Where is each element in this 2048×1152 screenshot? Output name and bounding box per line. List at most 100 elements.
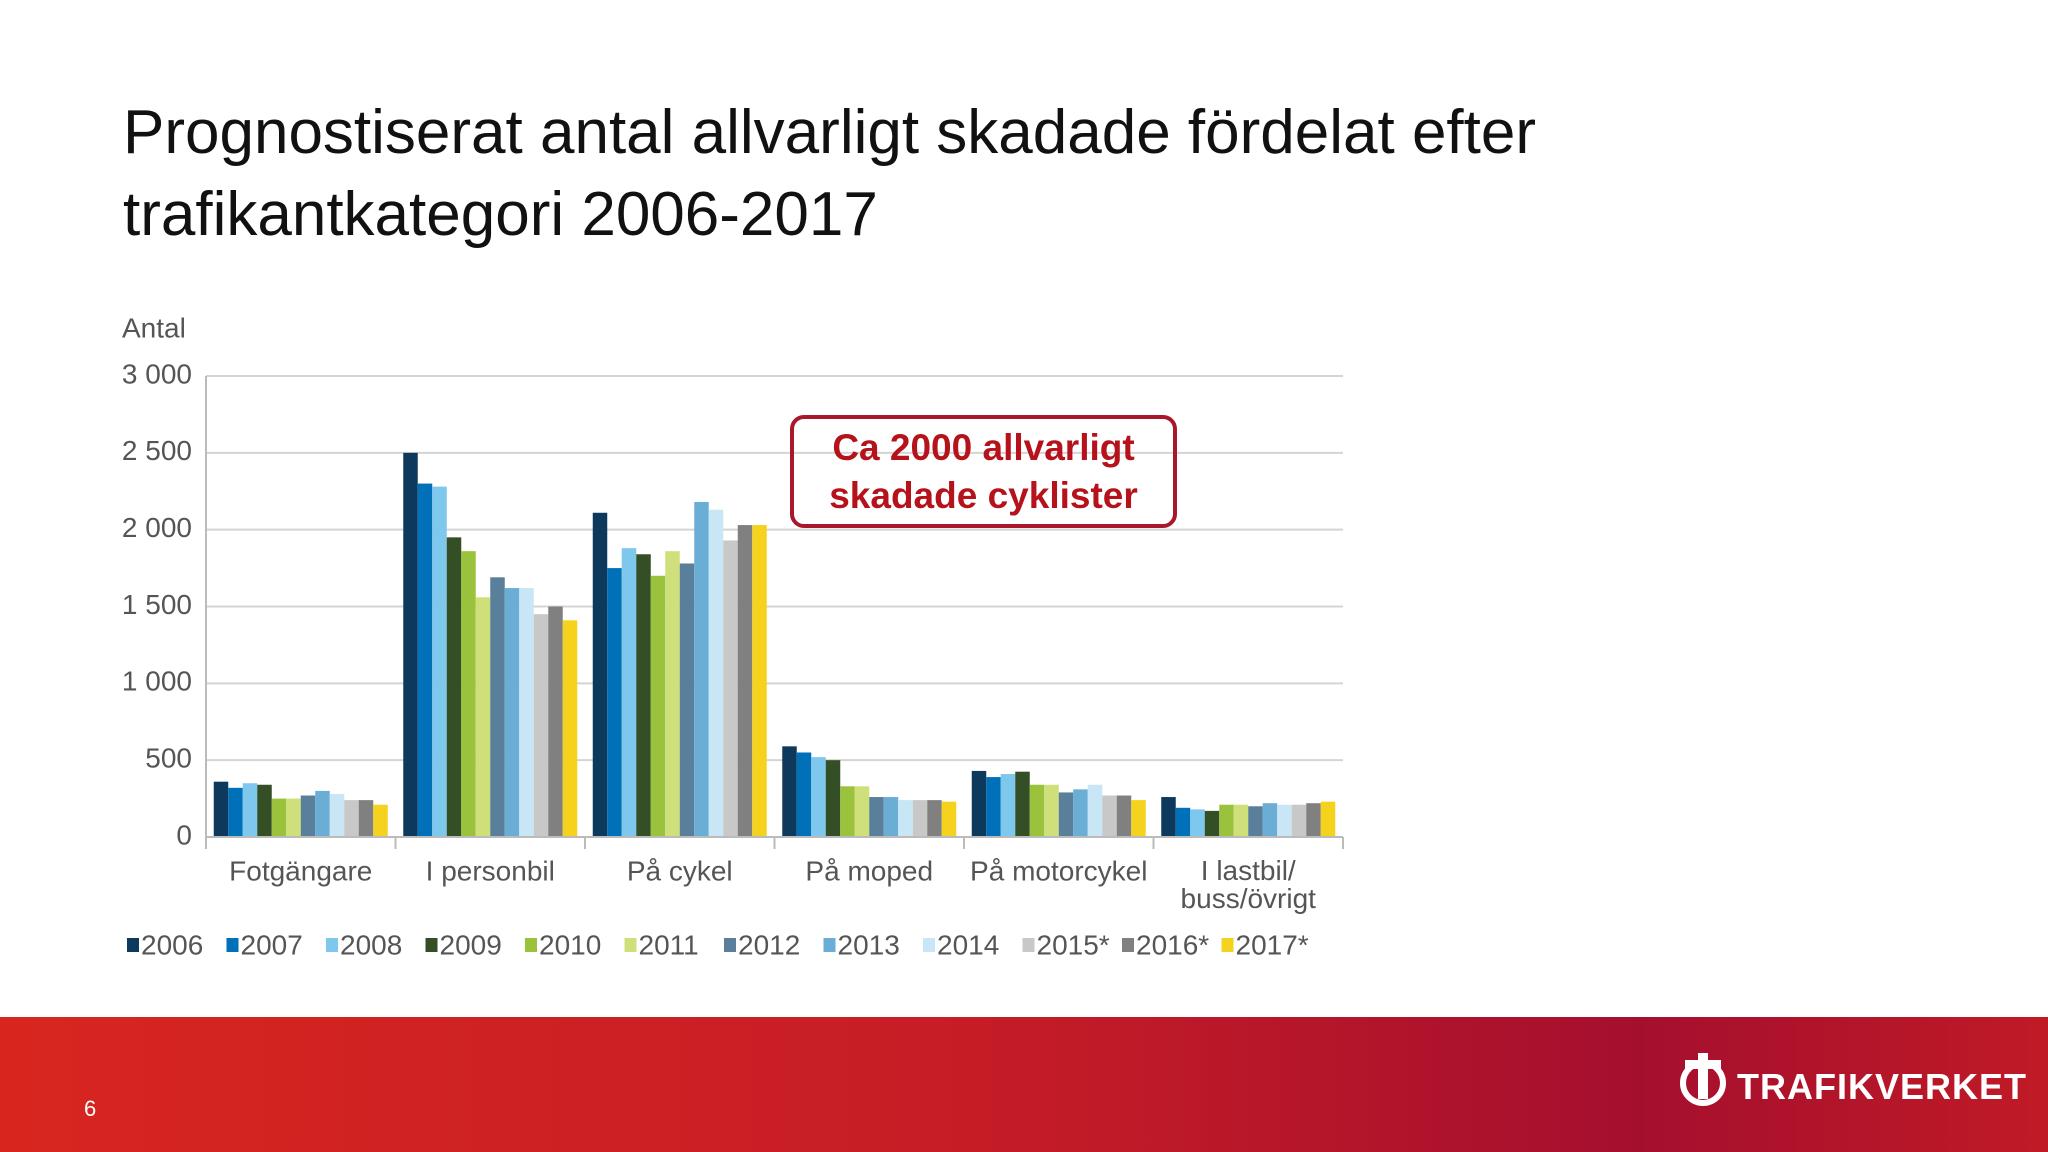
bar — [1248, 806, 1263, 837]
legend-swatch — [226, 938, 239, 952]
bar — [737, 525, 753, 837]
bar — [941, 801, 957, 837]
bar — [1233, 804, 1249, 837]
bar — [782, 746, 797, 837]
bar — [607, 568, 622, 837]
legend-swatch — [823, 938, 836, 952]
bar — [446, 537, 462, 837]
bar — [621, 548, 637, 837]
x-tick-label: Fotgängare — [229, 855, 372, 886]
y-tick-label: 2 000 — [122, 512, 192, 543]
bar — [1204, 810, 1220, 837]
bar — [475, 597, 491, 837]
annotation-box: Ca 2000 allvarligt skadade cyklister — [790, 415, 1177, 528]
y-tick-label: 2 500 — [122, 435, 192, 466]
legend-swatch — [326, 938, 338, 952]
bar — [533, 614, 549, 837]
y-tick-label: 3 000 — [122, 358, 192, 389]
x-tick-label: På motorcykel — [970, 855, 1147, 886]
slide-title: Prognostiserat antal allvarligt skadade … — [123, 98, 1537, 249]
bar — [1219, 804, 1234, 837]
logo-text: TRAFIKVERKET — [1737, 1066, 2027, 1107]
bar — [562, 620, 578, 837]
bar — [927, 800, 942, 837]
legend-label: 2013 — [838, 929, 900, 960]
bar — [1131, 800, 1146, 837]
bar — [242, 783, 258, 837]
legend-label: 2017* — [1236, 929, 1309, 960]
legend-label: 2012 — [738, 929, 800, 960]
bar — [228, 787, 243, 837]
bar — [373, 804, 388, 837]
bar — [694, 502, 709, 837]
bar — [636, 554, 651, 837]
legend-label: 2008 — [340, 929, 402, 960]
bar — [796, 752, 812, 837]
bar — [1262, 803, 1278, 837]
legend-label: 2014 — [937, 929, 999, 960]
bar — [1015, 771, 1030, 837]
bar — [825, 760, 841, 837]
x-tick-label: På moped — [805, 855, 933, 886]
legend-label: 2015* — [1037, 929, 1110, 960]
x-tick-label: På cykel — [627, 855, 733, 886]
bar — [257, 784, 272, 837]
bar — [300, 795, 316, 837]
bar — [548, 606, 563, 837]
bar — [1116, 795, 1132, 837]
x-tick-label: I personbil — [426, 855, 555, 886]
bar — [869, 797, 884, 837]
bar — [986, 777, 1001, 837]
bar — [1044, 784, 1059, 837]
bar — [708, 509, 724, 837]
bar — [315, 790, 330, 837]
y-tick-label: 1 000 — [122, 666, 192, 697]
bar — [1029, 784, 1045, 837]
legend-label: 2007 — [241, 929, 303, 960]
bar — [519, 588, 534, 837]
bar — [1320, 801, 1336, 837]
bar — [592, 512, 608, 837]
legend-swatch — [425, 938, 438, 952]
y-tick-label: 0 — [176, 819, 192, 850]
bar — [1087, 784, 1103, 837]
bar — [679, 563, 695, 837]
bar — [1175, 807, 1191, 837]
legend-label: 2010 — [539, 929, 601, 960]
bar — [403, 452, 418, 837]
bar — [417, 483, 433, 837]
bar — [811, 757, 826, 837]
bar — [344, 800, 359, 837]
bar — [329, 793, 345, 837]
bar — [286, 798, 301, 837]
y-tick-label: 1 500 — [122, 589, 192, 620]
bar — [1073, 789, 1088, 837]
bar — [650, 575, 666, 837]
bar — [898, 800, 913, 837]
bar — [1277, 804, 1292, 837]
bar — [752, 525, 767, 837]
legend-swatch — [525, 938, 537, 952]
legend-swatch — [724, 938, 736, 952]
bar — [912, 800, 928, 837]
bar — [723, 540, 738, 837]
bar — [271, 798, 287, 837]
bar — [1102, 795, 1117, 837]
bar — [432, 486, 447, 837]
bar — [1306, 803, 1321, 837]
legend-swatch — [1122, 938, 1134, 952]
legend-label: 2011 — [639, 929, 699, 960]
bar — [1161, 797, 1176, 837]
bar — [854, 786, 870, 837]
bar — [1000, 773, 1016, 837]
y-tick-label: 500 — [145, 743, 192, 774]
legend-label: 2016* — [1136, 929, 1209, 960]
bar — [1190, 809, 1205, 837]
legend-swatch — [1022, 938, 1035, 952]
y-axis-label: Antal — [122, 312, 186, 343]
legend-swatch — [624, 938, 637, 952]
bar — [840, 786, 855, 837]
legend-swatch — [127, 938, 139, 952]
